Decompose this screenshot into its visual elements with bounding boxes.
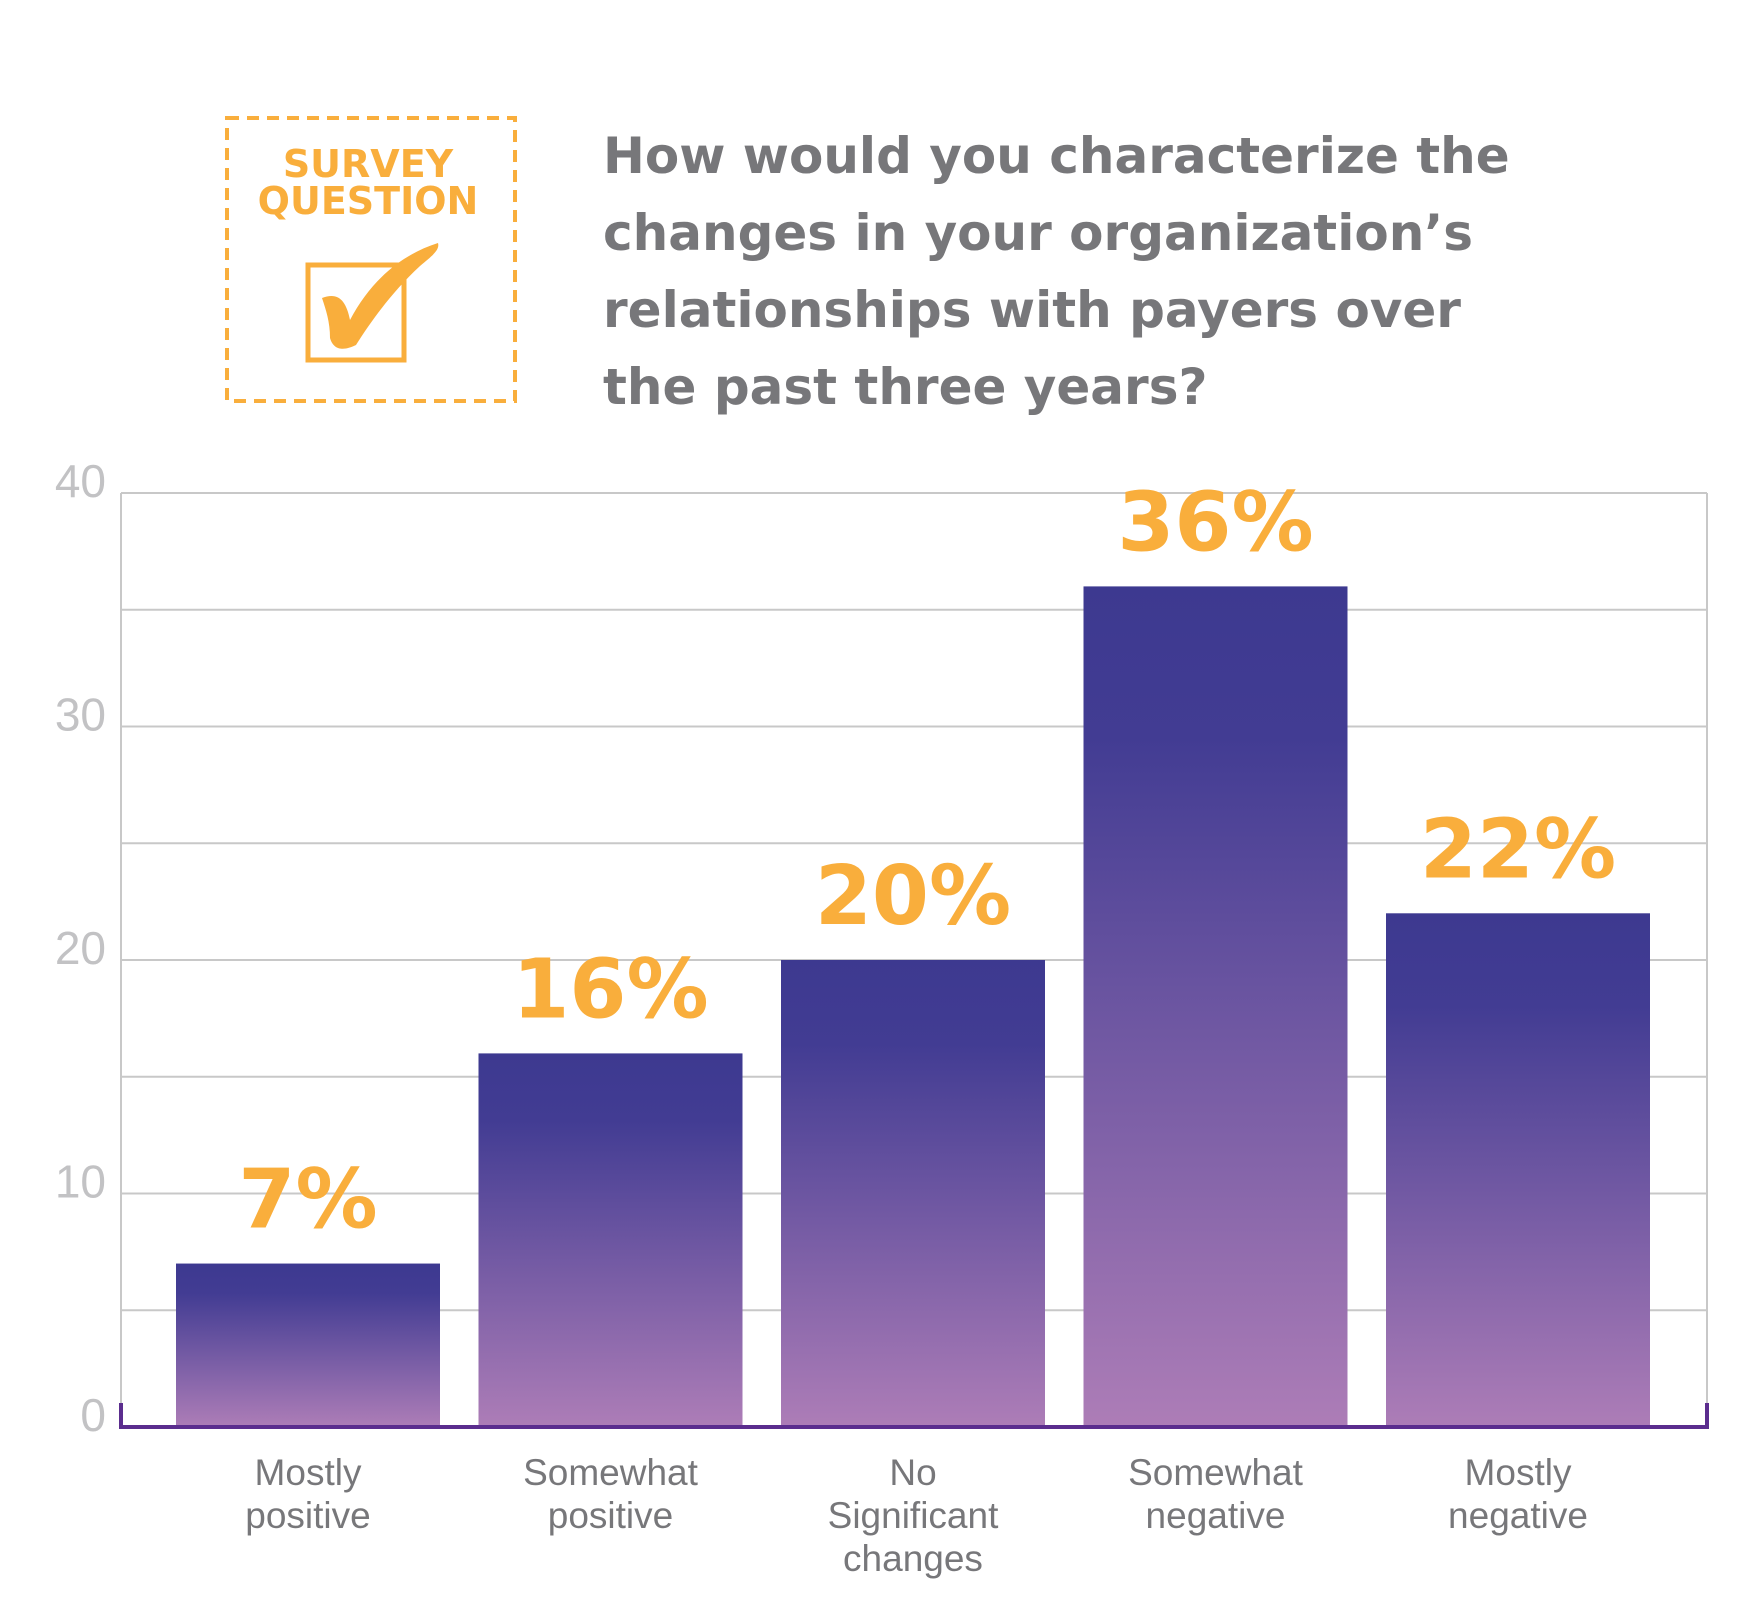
x-tick-label: Mostly negative [1448,1452,1588,1536]
value-label: 22% [1420,802,1616,897]
x-tick-label: Somewhat negative [1128,1452,1304,1536]
bar [781,960,1045,1427]
x-tick-label: Somewhat positive [523,1452,699,1536]
bar [1386,913,1650,1427]
y-tick-label: 10 [55,1156,106,1208]
value-label: 16% [512,942,708,1037]
x-tick-label: No Significant changes [828,1452,999,1579]
y-tick-label: 0 [80,1389,106,1441]
value-label: 7% [238,1153,377,1248]
title-line: changes in your organization’s [603,204,1473,262]
bar [1083,586,1348,1427]
y-tick-label: 40 [55,455,106,507]
survey-badge: SURVEY QUESTION [225,116,517,403]
x-tick-label: Mostly positive [245,1452,370,1536]
bar [478,1053,743,1427]
bar [176,1263,440,1427]
badge-border [225,116,517,403]
y-tick-label: 20 [55,922,106,974]
title-line: How would you characterize the [603,127,1510,185]
title-line: the past three years? [603,358,1207,416]
badge-line: SURVEY [283,142,454,186]
title-line: relationships with payers over [603,281,1461,339]
checkmark [322,243,439,349]
title: How would you characterize the changes in… [603,127,1510,416]
y-tick-label: 30 [55,689,106,741]
checkbox [305,262,407,363]
badge-line: QUESTION [258,179,479,223]
value-label: 20% [815,849,1011,944]
value-label: 36% [1117,475,1313,570]
